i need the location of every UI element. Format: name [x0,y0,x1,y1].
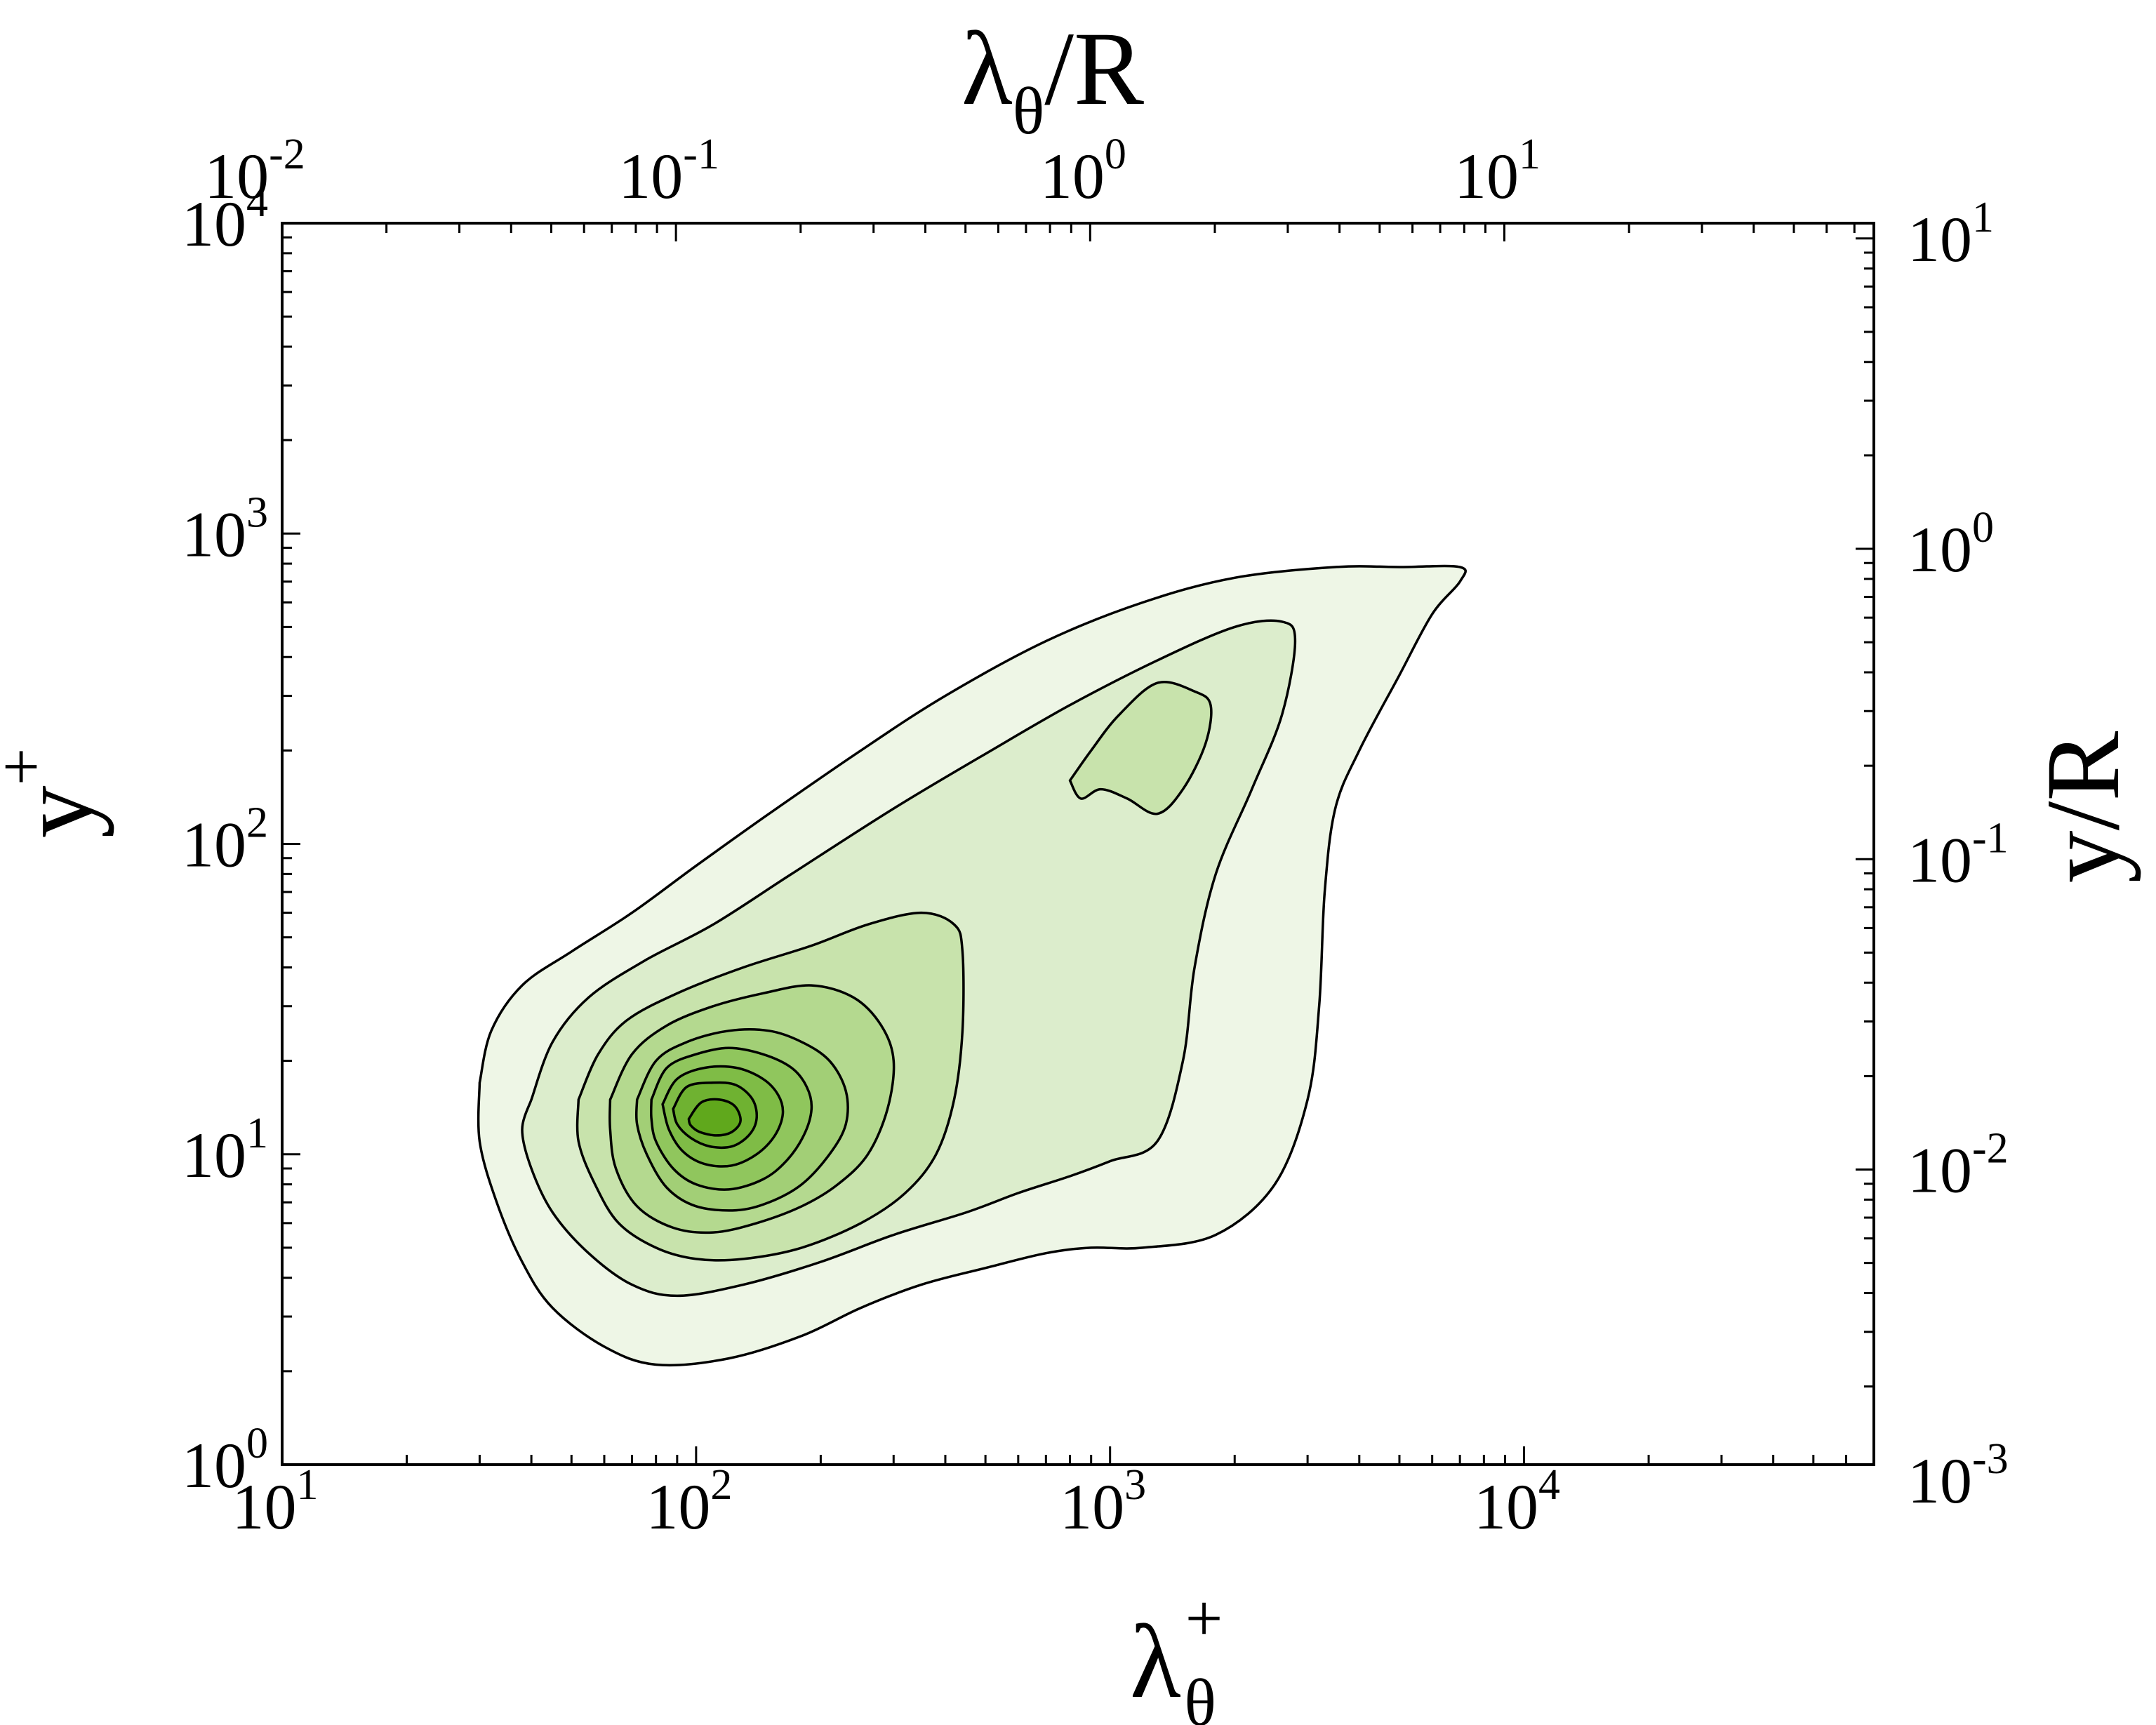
contour-fills [477,564,1467,1367]
x-bottom-tick-label: 102 [646,1461,732,1543]
x-top-tick-label: 10-1 [618,131,719,212]
y-left-tick-label: 100 [182,1420,268,1501]
y-left-tick-label: 101 [182,1110,268,1191]
contour-level-9-9 [687,1098,742,1137]
left-axis-title: y+ [0,748,114,839]
top-axis-title: λθ/R [961,11,1144,148]
x-bottom-tick-label: 104 [1474,1461,1560,1543]
x-top-tick-label: 10-2 [204,131,305,212]
tick-marks [281,222,1875,1466]
y-left-tick-label: 103 [182,488,268,570]
y-right-tick-label: 101 [1908,194,1994,275]
y-right-tick-label: 10-2 [1908,1125,2009,1206]
contour-level-3-3 [1068,681,1213,815]
y-left-tick-label: 104 [182,178,268,260]
x-bottom-tick-label: 103 [1060,1461,1146,1543]
y-left-tick-label: 102 [182,799,268,881]
right-axis-title: y/R [2025,731,2141,884]
y-right-tick-label: 10-1 [1908,814,2009,895]
x-bottom-tick-label: 101 [232,1461,319,1543]
y-right-tick-label: 10-3 [1908,1435,2009,1517]
x-top-tick-label: 100 [1040,131,1126,212]
y-right-tick-label: 100 [1908,504,1994,585]
bottom-axis-title: λ+ θ [1130,1581,1223,1725]
x-top-tick-label: 101 [1454,131,1541,212]
